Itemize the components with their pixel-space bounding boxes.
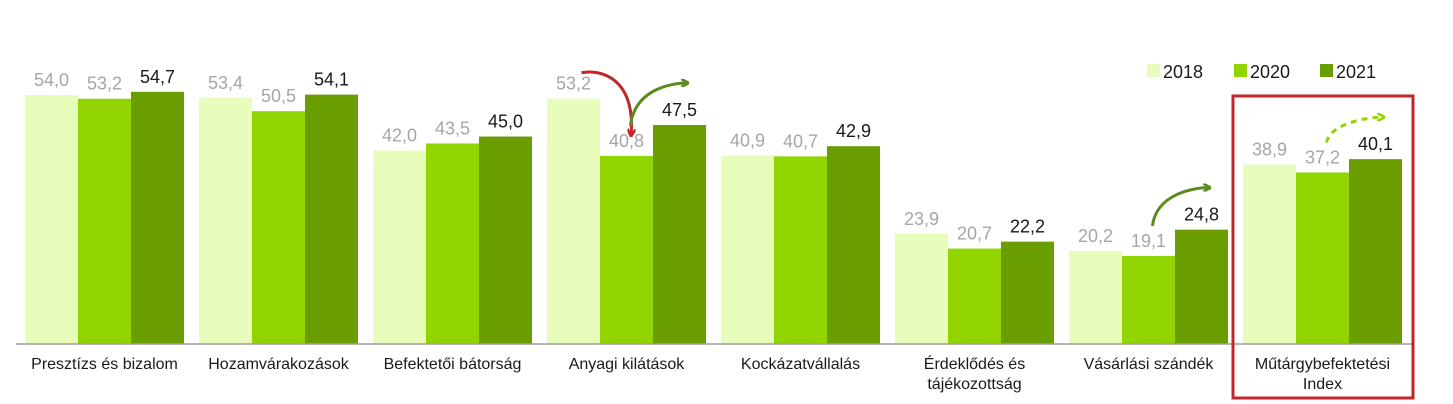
trend-arrow-anyagi-kilatasok-2020-2021 — [628, 83, 686, 127]
value-label-anyagi-kilatasok-2018: 53,2 — [556, 74, 591, 94]
value-label-mutargybefektetesi-index-2018: 38,9 — [1252, 140, 1287, 160]
bar-kockazatvallalas-2021 — [827, 146, 880, 344]
bar-vasarlasi-szandek-2021 — [1175, 229, 1228, 344]
bar-presztizs-es-bizalom-2021 — [131, 91, 184, 344]
highlight-box — [1231, 94, 1415, 400]
category-label-kockazatvallalas: Kockázatvállalás — [741, 356, 860, 373]
value-label-befektetoi-batorsag-2021: 45,0 — [488, 112, 523, 132]
bar-hozamvarakozasok-2018 — [199, 97, 252, 345]
trend-arrow-mutargybefektetesi-index-2020-2021 — [1324, 117, 1382, 144]
bar-mutargybefektetesi-index-2021 — [1349, 159, 1402, 344]
bar-kockazatvallalas-2020 — [774, 156, 827, 344]
bar-presztizs-es-bizalom-2020 — [78, 98, 131, 344]
bar-erdeklodes-es-tajekozottsag-2018 — [895, 233, 948, 344]
value-label-erdeklodes-es-tajekozottsag-2018: 23,9 — [904, 209, 939, 229]
legend-swatch-2018 — [1147, 64, 1160, 77]
bar-hozamvarakozasok-2021 — [305, 94, 358, 344]
value-label-hozamvarakozasok-2021: 54,1 — [314, 70, 349, 90]
value-label-vasarlasi-szandek-2018: 20,2 — [1078, 226, 1113, 246]
value-label-kockazatvallalas-2020: 40,7 — [783, 131, 818, 151]
legend-label-2021: 2021 — [1336, 62, 1376, 82]
bar-anyagi-kilatasok-2021 — [653, 125, 706, 345]
bar-erdeklodes-es-tajekozottsag-2021 — [1001, 241, 1054, 344]
value-label-presztizs-es-bizalom-2018: 54,0 — [34, 70, 69, 90]
value-label-anyagi-kilatasok-2020: 40,8 — [609, 131, 644, 151]
bar-befektetoi-batorsag-2021 — [479, 136, 532, 344]
value-label-erdeklodes-es-tajekozottsag-2021: 22,2 — [1010, 217, 1045, 237]
value-label-mutargybefektetesi-index-2021: 40,1 — [1358, 134, 1393, 154]
value-label-vasarlasi-szandek-2020: 19,1 — [1131, 231, 1166, 251]
value-label-hozamvarakozasok-2018: 53,4 — [208, 73, 243, 93]
trend-arrows-layer — [581, 70, 1382, 227]
value-label-kockazatvallalas-2021: 42,9 — [836, 121, 871, 141]
bar-mutargybefektetesi-index-2020 — [1296, 172, 1349, 344]
bar-presztizs-es-bizalom-2018 — [25, 95, 78, 344]
bar-befektetoi-batorsag-2020 — [426, 143, 479, 344]
bar-befektetoi-batorsag-2018 — [373, 150, 426, 344]
bar-erdeklodes-es-tajekozottsag-2020 — [948, 248, 1001, 344]
value-label-befektetoi-batorsag-2020: 43,5 — [435, 118, 470, 138]
legend-swatch-2021 — [1320, 64, 1333, 77]
bar-vasarlasi-szandek-2018 — [1069, 250, 1122, 344]
category-label-erdeklodes-es-tajekozottsag: Érdeklődés és tájékozottság — [924, 354, 1025, 393]
value-label-anyagi-kilatasok-2021: 47,5 — [662, 100, 697, 120]
legend: 2018 2020 2021 — [1147, 62, 1376, 82]
legend-label-2018: 2018 — [1163, 62, 1203, 82]
bar-kockazatvallalas-2018 — [721, 155, 774, 344]
bar-vasarlasi-szandek-2020 — [1122, 255, 1175, 344]
category-label-hozamvarakozasok: Hozamvárakozások — [208, 356, 350, 373]
category-label-befektetoi-batorsag: Befektetői bátorság — [384, 356, 522, 373]
value-label-erdeklodes-es-tajekozottsag-2020: 20,7 — [957, 224, 992, 244]
value-labels-layer: 54,0 53,2 54,7 53,4 50,5 54,1 42,0 43,5 45,0 53,2… — [34, 67, 1393, 251]
category-label-anyagi-kilatasok: Anyagi kilátások — [569, 356, 686, 373]
legend-swatch-2020 — [1234, 64, 1247, 77]
value-label-presztizs-es-bizalom-2020: 53,2 — [87, 74, 122, 94]
value-label-hozamvarakozasok-2020: 50,5 — [261, 86, 296, 106]
value-label-vasarlasi-szandek-2021: 24,8 — [1184, 205, 1219, 225]
trend-arrow-vasarlasi-szandek-2020-2021 — [1150, 188, 1208, 227]
bar-anyagi-kilatasok-2020 — [600, 155, 653, 344]
bar-hozamvarakozasok-2020 — [252, 111, 305, 344]
category-label-presztizs-es-bizalom: Presztízs és bizalom — [31, 356, 178, 373]
legend-label-2020: 2020 — [1250, 62, 1290, 82]
bars-layer — [25, 91, 1402, 345]
value-label-mutargybefektetesi-index-2020: 37,2 — [1305, 148, 1340, 168]
category-labels-layer: Presztízs és bizalom Hozamvárakozások Befe… — [31, 354, 1390, 393]
value-label-presztizs-es-bizalom-2021: 54,7 — [140, 67, 175, 87]
value-label-befektetoi-batorsag-2018: 42,0 — [382, 125, 417, 145]
category-label-mutargybefektetesi-index: Műtárgybefektetési Index — [1255, 356, 1390, 393]
value-label-kockazatvallalas-2018: 40,9 — [730, 130, 765, 150]
bar-anyagi-kilatasok-2018 — [547, 98, 600, 344]
category-label-vasarlasi-szandek: Vásárlási szándék — [1084, 356, 1215, 373]
bar-mutargybefektetesi-index-2018 — [1243, 164, 1296, 344]
